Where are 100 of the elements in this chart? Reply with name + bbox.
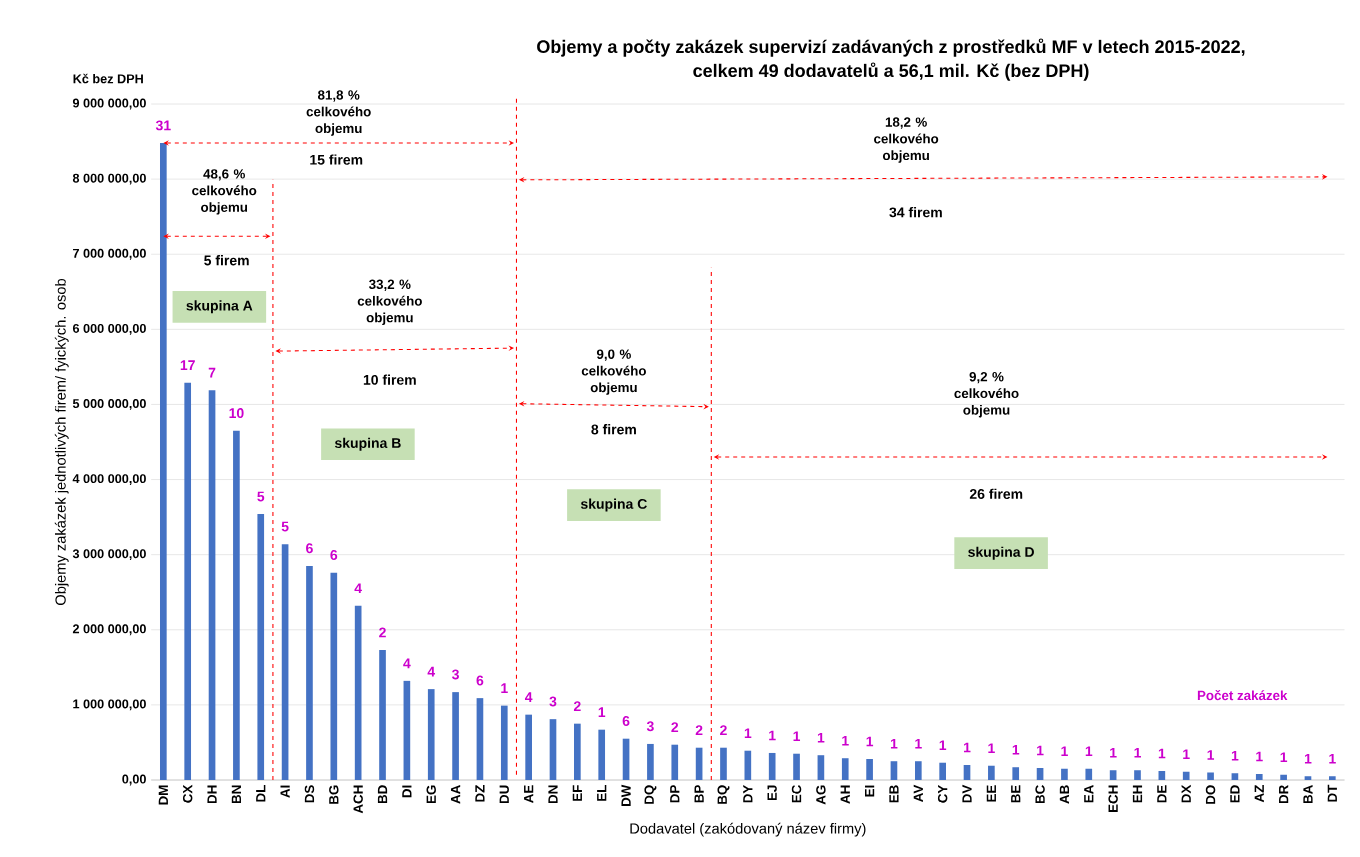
bar: [744, 750, 752, 780]
bar: [525, 714, 532, 780]
annotation: 1: [1158, 748, 1166, 759]
x-tick-label: EH: [1132, 785, 1143, 803]
text: Kč bez DPH: [73, 73, 143, 84]
y-tick-label: 6 000 000,00: [72, 323, 146, 335]
bar: [549, 719, 557, 780]
x-tick-label: BP: [694, 785, 704, 803]
bar: [257, 514, 265, 780]
annotation: 1: [1037, 745, 1044, 756]
x-tick-label: EE: [986, 785, 996, 802]
bar: [452, 692, 459, 780]
x-tick-label: AI: [280, 785, 290, 798]
y-tick-label: 2 000 000,00: [72, 624, 146, 636]
x-tick-label: DR: [1279, 784, 1289, 804]
bar: [1182, 771, 1190, 780]
bar: [1158, 770, 1166, 780]
x-tick-label: DH: [207, 785, 217, 804]
annotation: 4: [354, 583, 362, 594]
chart-subtitle: celkem 49 dodavatelů a 56,1 mil. Kč (bez DPH): [693, 62, 1089, 81]
annotation: 1: [1061, 746, 1068, 757]
x-tick-label: EF: [572, 785, 582, 801]
chart-title: Objemy a počty zakázek supervizí zadávaných z prostředků MF v letech 2015-2022,: [537, 38, 1245, 57]
bar: [427, 689, 435, 780]
x-tick-label: DV: [962, 784, 972, 803]
annotation: 2: [720, 725, 727, 735]
x-tick-label: DT: [1327, 784, 1337, 802]
annotation: 1: [1280, 752, 1288, 763]
bar: [330, 572, 338, 780]
x-tick-label: AB: [1059, 785, 1070, 804]
annotation: 1: [964, 742, 971, 753]
annotation: Počet zakázek: [1197, 690, 1288, 701]
annotation: 3: [549, 696, 557, 707]
annotation: 5: [281, 521, 289, 532]
y-tick-label: 8 000 000,00: [72, 173, 146, 185]
annotation: 1: [890, 738, 898, 749]
bar: [598, 729, 606, 780]
bar: [866, 758, 873, 780]
annotation: 15 firem: [310, 154, 363, 165]
x-tick-label: AE: [524, 785, 534, 803]
bar: [379, 650, 386, 780]
x-tick-label: DN: [548, 785, 558, 804]
x-axis-title: Dodavatel (zakódovaný název firmy): [630, 822, 866, 837]
x-tick-label: DZ: [475, 785, 485, 802]
annotation: 1: [1085, 746, 1093, 757]
annotation: 1: [1207, 750, 1215, 760]
annotation: 1: [744, 728, 752, 738]
bar: [817, 755, 825, 780]
bar: [184, 382, 192, 780]
annotation: 4: [427, 666, 436, 677]
annotation: 18,2 % celkového objemu: [874, 117, 939, 163]
x-tick-label: ECH: [1108, 785, 1118, 812]
bar: [939, 762, 946, 780]
y-tick-label: 7 000 000,00: [73, 248, 146, 260]
annotation: 1: [866, 736, 874, 747]
annotation: 1: [1256, 751, 1263, 762]
bar: [208, 390, 216, 780]
annotation: 2: [379, 627, 386, 638]
annotation: skupina B: [334, 437, 401, 451]
annotation: 1: [1231, 750, 1239, 761]
y-tick-label: 3 000 000,00: [72, 549, 146, 561]
x-tick-label: DW: [621, 784, 631, 807]
annotation: 7: [208, 367, 216, 378]
y-tick-label: 9 000 000,00: [72, 98, 146, 110]
x-tick-label: EB: [889, 785, 899, 803]
x-tick-label: BE: [1011, 785, 1021, 803]
bar: [793, 753, 800, 780]
annotation: 1: [501, 683, 508, 693]
x-tick-label: ACH: [353, 785, 363, 814]
bar: [476, 698, 484, 780]
annotation: 1: [1329, 753, 1336, 764]
bar: [1085, 768, 1093, 780]
annotation: 4: [403, 658, 411, 669]
annotation: skupina C: [580, 498, 647, 512]
bar: [647, 743, 654, 780]
x-tick-label: ED: [1230, 785, 1240, 803]
x-tick-label: AG: [816, 785, 826, 805]
x-tick-label: EA: [1084, 785, 1094, 803]
x-tick-label: AV: [913, 784, 923, 802]
annotation: 6: [306, 543, 313, 554]
bar: [1304, 776, 1312, 780]
x-tick-label: DX: [1181, 784, 1191, 803]
x-tick-label: DO: [1205, 785, 1216, 804]
annotation: 10 firem: [363, 374, 416, 385]
bar: [1134, 770, 1141, 780]
bar: [914, 761, 922, 780]
annotation: 48,6 % celkového objemu: [192, 169, 257, 215]
annotation: 2: [573, 701, 581, 711]
x-tick-label: EG: [426, 785, 436, 804]
x-tick-label: DP: [670, 785, 680, 803]
bar: [403, 680, 411, 780]
bar: [281, 544, 289, 780]
annotation: 1: [915, 738, 922, 749]
bar: [890, 761, 898, 780]
annotation: skupina A: [186, 300, 253, 314]
annotation: 5: [257, 491, 265, 502]
bar: [671, 744, 679, 780]
x-tick-label: BA: [1303, 785, 1313, 804]
bar: [988, 765, 995, 780]
x-tick-label: DS: [304, 785, 315, 803]
